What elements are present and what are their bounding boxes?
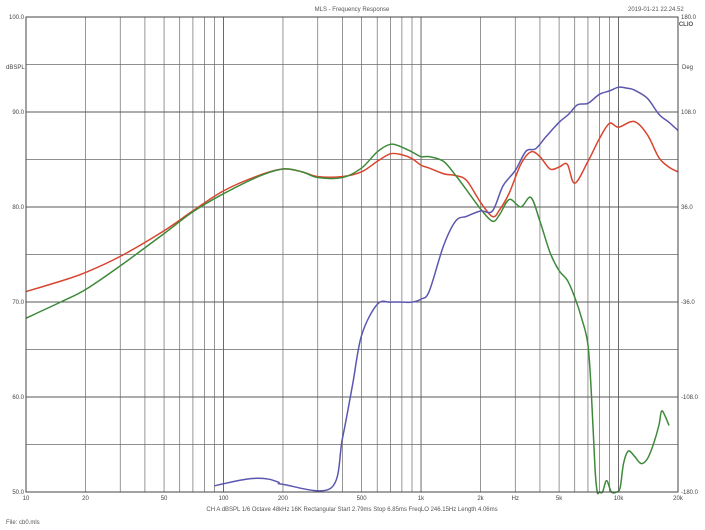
measurement-settings: CH A dBSPL 1/6 Octave 48kHz 16K Rectangu… <box>206 507 497 513</box>
y-right-tick-label: 108.0 <box>681 110 697 116</box>
y-left-tick-label: 70.0 <box>12 300 24 306</box>
y-right-tick-label: 180.0 <box>681 15 697 21</box>
plot-frame <box>25 16 679 493</box>
x-tick-label: 10k <box>614 496 625 502</box>
plot-series <box>25 86 679 495</box>
series-line-blue <box>214 86 679 492</box>
x-tick-label: 200 <box>278 496 289 502</box>
y-right-tick-label: -108.0 <box>681 395 699 401</box>
file-name: File: cb0.mls <box>6 520 40 526</box>
axis-labels: dBSPL Deg 10 20 50 100 200 500 1k 2k Hz 5k 10k 20k 1… <box>6 15 699 502</box>
chart-timestamp: 2019-01-21 22.24.52 <box>628 7 684 13</box>
clio-logo: CLIO <box>679 22 694 28</box>
x-tick-label: 10 <box>23 496 30 502</box>
y-left-tick-label: 100.0 <box>9 15 25 21</box>
y-left-unit-label: dBSPL <box>6 65 25 71</box>
plot-grid <box>25 16 679 493</box>
x-tick-label: 5k <box>556 496 563 502</box>
x-tick-label: 20 <box>82 496 89 502</box>
y-left-tick-label: 80.0 <box>12 205 24 211</box>
x-tick-label: 2k <box>477 496 484 502</box>
series-line-red <box>25 120 679 293</box>
x-tick-label: 20k <box>673 496 684 502</box>
y-left-tick-label: 60.0 <box>12 395 24 401</box>
y-right-tick-label: 36.0 <box>681 205 693 211</box>
x-tick-label: 50 <box>161 496 168 502</box>
x-tick-label: Hz <box>512 496 519 502</box>
y-left-tick-label: 90.0 <box>12 110 24 116</box>
y-right-tick-label: -36.0 <box>681 300 695 306</box>
series-line-green <box>25 143 670 495</box>
x-tick-label: 500 <box>357 496 368 502</box>
y-left-tick-label: 50.0 <box>12 490 24 496</box>
y-right-unit-label: Deg <box>682 65 693 71</box>
chart-title: MLS - Frequency Response <box>315 7 390 13</box>
x-tick-label: 100 <box>219 496 230 502</box>
x-tick-label: 1k <box>418 496 425 502</box>
y-right-tick-label: -180.0 <box>681 490 699 496</box>
